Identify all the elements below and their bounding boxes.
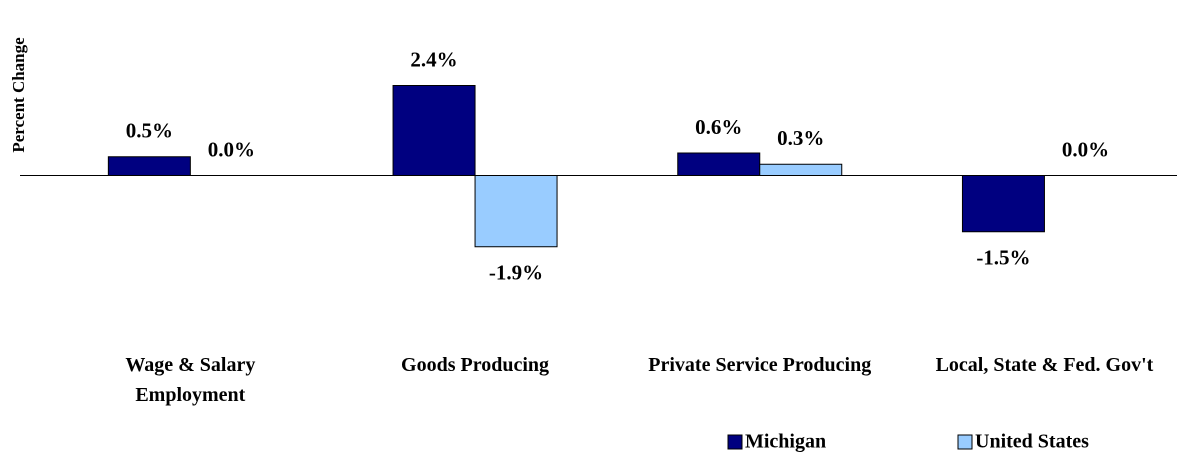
legend-label: Michigan: [745, 431, 826, 453]
value-label: -1.9%: [489, 261, 543, 285]
legend-swatch: [727, 434, 743, 450]
bar: [474, 175, 558, 248]
value-label: 0.3%: [777, 126, 824, 150]
x-tick-label: Local, State & Fed. Gov't: [935, 354, 1154, 376]
y-axis-label: Percent Change: [9, 37, 28, 153]
legend-swatch: [957, 434, 973, 450]
bar: [107, 156, 191, 176]
x-tick-label: Wage & Salary Employment: [125, 354, 256, 406]
value-label: 0.6%: [695, 115, 742, 139]
value-label: 0.5%: [126, 119, 173, 143]
bar: [677, 152, 761, 176]
value-label: 2.4%: [410, 47, 457, 71]
value-label: 0.0%: [208, 137, 255, 161]
bar: [961, 175, 1045, 233]
legend-label: United States: [975, 431, 1089, 453]
x-tick-label: Private Service Producing: [648, 354, 872, 376]
value-label: -1.5%: [976, 246, 1030, 270]
x-tick-label: Goods Producing: [401, 354, 550, 376]
bar: [392, 85, 476, 176]
value-label: 0.0%: [1062, 137, 1109, 161]
bar: [759, 163, 843, 176]
